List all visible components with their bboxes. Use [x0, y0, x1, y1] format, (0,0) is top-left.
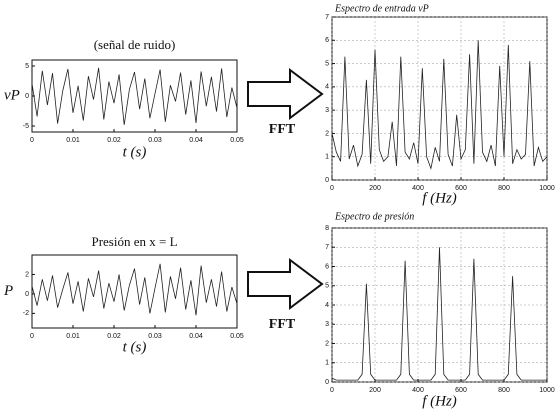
x-tick-label: 0: [330, 185, 334, 192]
y-tick-label: 8: [325, 225, 329, 232]
data-line: [331, 247, 547, 381]
x-tick-label: 0.04: [189, 137, 203, 144]
y-tick-label: 1: [325, 154, 329, 161]
annotation: FFT: [269, 122, 296, 137]
y-tick-label: 5: [25, 63, 29, 70]
y-tick-label: 6: [325, 263, 329, 270]
y-tick-label: 7: [325, 244, 329, 251]
x-tick-label: 0: [330, 387, 334, 394]
plot-frame: [31, 254, 238, 329]
y-tick-label: 2: [25, 271, 29, 278]
annotation: FFT: [269, 317, 296, 332]
x-tick-label: 0.02: [107, 137, 121, 144]
x-tick-label: 0.03: [148, 333, 162, 340]
chart-title: Espectro de entrada vP: [334, 3, 429, 14]
y-tick-label: 4: [325, 302, 329, 309]
x-tick-label: 0: [30, 333, 34, 340]
y-axis-label: P: [3, 283, 13, 299]
chart-title: Espectro de presión: [334, 211, 414, 222]
y-tick-label: 4: [325, 84, 329, 91]
x-tick-label: 0.05: [230, 333, 244, 340]
plot-frame: [31, 59, 238, 133]
x-tick-label: 0.03: [148, 137, 162, 144]
y-tick-label: 0: [25, 93, 29, 100]
x-tick-label: 0.01: [66, 137, 80, 144]
y-tick-label: 3: [325, 107, 329, 114]
y-tick-label: 5: [325, 60, 329, 67]
x-tick-label: 400: [412, 387, 424, 394]
x-tick-label: 800: [498, 185, 510, 192]
y-tick-label: 2: [325, 130, 329, 137]
x-tick-label: 600: [455, 185, 467, 192]
data-line: [31, 263, 238, 316]
x-tick-label: 0: [30, 137, 34, 144]
x-tick-label: 0.01: [66, 333, 80, 340]
data-line: [331, 40, 548, 170]
y-tick-label: -5: [23, 123, 29, 130]
y-tick-label: 1: [325, 360, 329, 367]
x-tick-label: 0.02: [107, 333, 121, 340]
chart-title: (señal de ruido): [94, 37, 176, 52]
x-tick-label: 800: [498, 387, 510, 394]
x-axis-label: t (s): [123, 144, 147, 160]
arrow: [247, 68, 324, 310]
x-tick-label: 200: [369, 387, 381, 394]
y-tick-label: 6: [325, 37, 329, 44]
y-tick-label: 0: [325, 379, 329, 386]
x-axis-label: f (Hz): [422, 190, 457, 206]
y-tick-label: 3: [325, 321, 329, 328]
y-tick-label: -2: [23, 310, 29, 317]
y-tick-label: 0: [325, 177, 329, 184]
x-tick-label: 1000: [539, 387, 555, 394]
y-tick-label: 7: [325, 14, 329, 21]
y-tick-label: 5: [325, 283, 329, 290]
x-tick-label: 1000: [539, 185, 555, 192]
y-axis-label: vP: [4, 87, 20, 103]
data-line: [31, 67, 238, 125]
y-tick-label: 0: [25, 291, 29, 298]
y-tick-label: 2: [325, 340, 329, 347]
x-axis-label: f (Hz): [422, 393, 457, 409]
x-tick-label: 0.05: [230, 137, 244, 144]
x-tick-label: 400: [412, 185, 424, 192]
x-axis-label: t (s): [123, 339, 147, 355]
x-tick-label: 0.04: [189, 333, 203, 340]
x-tick-label: 200: [369, 185, 381, 192]
x-tick-label: 600: [455, 387, 467, 394]
chart-title: Presión en x = L: [91, 234, 177, 249]
